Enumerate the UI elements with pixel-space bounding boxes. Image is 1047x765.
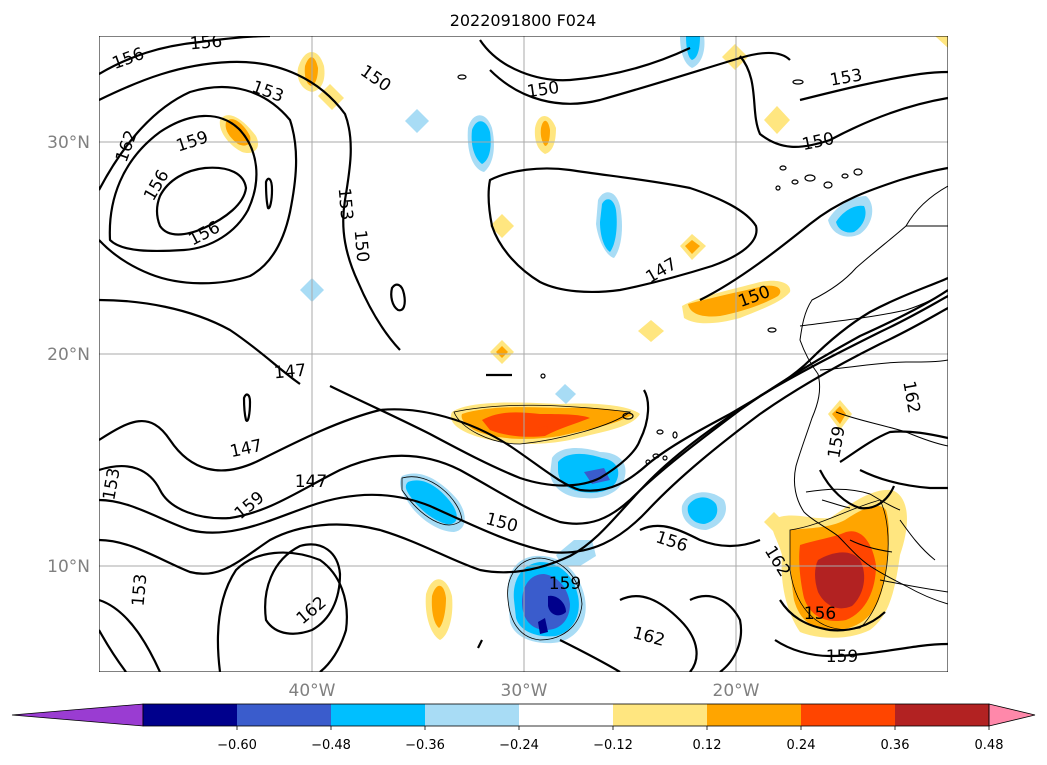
lat-label: 30°N (47, 133, 90, 153)
contour-label: 153 (334, 187, 357, 221)
colorbar-extend-low (11, 703, 144, 727)
colorbar-segment (613, 704, 708, 726)
colorbar-extend-high (988, 703, 1036, 727)
map-title: 2022091800 F024 (450, 11, 597, 30)
contour-label: 156 (189, 32, 223, 55)
colorbar-segment (707, 704, 802, 726)
colorbar-segment (237, 704, 332, 726)
small-islands (457, 74, 863, 465)
colorbar-segment (331, 704, 426, 726)
lat-label: 10°N (47, 557, 90, 577)
contour-label: 156 (804, 604, 836, 624)
contour-label: 150 (526, 78, 561, 102)
colorbar-segment (425, 704, 520, 726)
colorbar-outline (142, 703, 990, 727)
colorbar-tick-label: −0.12 (593, 738, 633, 753)
longitude-labels: 40°W 30°W 20°W (289, 681, 760, 701)
colorbar-tick-label: 0.48 (975, 738, 1004, 753)
contour-label: 153 (129, 573, 152, 607)
colorbar-tick-label: 0.24 (787, 738, 816, 753)
contour-label: 147 (273, 361, 307, 384)
colorbar-tick-label: 0.12 (693, 738, 722, 753)
contour-label: 147 (295, 472, 327, 492)
colorbar-tick-label: 0.36 (881, 738, 910, 753)
contour-label: 159 (826, 647, 858, 667)
positive-anomaly-shading (219, 36, 948, 640)
lat-label: 20°N (47, 345, 90, 365)
colorbar-tick-label: −0.36 (405, 738, 445, 753)
colorbar-segment (801, 704, 896, 726)
contour-label: 150 (350, 229, 373, 263)
colorbar-segment (895, 704, 990, 726)
height-contours (99, 36, 948, 672)
colorbar-tick-label: −0.24 (499, 738, 539, 753)
contour-label: 159 (549, 574, 581, 594)
thin-contours (401, 404, 889, 641)
colorbar-segment (519, 704, 614, 726)
colorbar: −0.60 −0.48 −0.36 −0.24 −0.12 0.12 0.24 0.36 0.4… (11, 703, 1036, 753)
colorbar-tick-label: −0.60 (217, 738, 257, 753)
colorbar-tick-label: −0.48 (311, 738, 351, 753)
lon-label: 20°W (713, 681, 760, 701)
colorbar-segment (143, 704, 238, 726)
lon-label: 30°W (501, 681, 548, 701)
latitude-labels: 30°N 20°N 10°N (47, 133, 90, 577)
lon-label: 40°W (289, 681, 336, 701)
